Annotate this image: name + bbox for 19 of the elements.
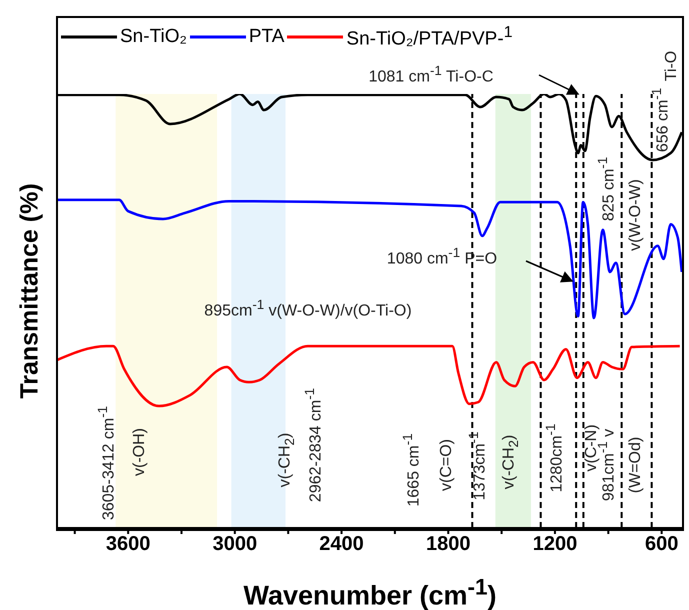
text: Ti-O xyxy=(663,50,680,82)
annotation: v(C=O) xyxy=(438,439,455,491)
annotation: 1080 cm$^{-1}$ P=O xyxy=(386,245,498,268)
annotation: v(-OH) xyxy=(131,428,148,476)
legend-label: PTA xyxy=(248,26,284,48)
annotation: v(W-O-W) xyxy=(627,179,644,251)
legend-label: Sn-TiO₂ xyxy=(120,26,187,48)
annotation: (W=Od) xyxy=(627,436,644,494)
x-tick-label: 3000 xyxy=(212,533,258,556)
x-tick-label: 3600 xyxy=(106,533,150,556)
x-axis-title: Wavenumber (cm$^{-1}$) xyxy=(243,574,497,610)
x-tick-label: 1800 xyxy=(426,533,470,556)
y-axis-title: Transmittance (%) xyxy=(16,183,44,399)
x-tick-label: 1200 xyxy=(532,533,578,556)
annotation: 895cm$^{-1}$ v(W-O-W)/v(O-Ti-O) xyxy=(204,297,412,320)
text: 1081 cm$^{-1}$ Ti-O-C xyxy=(368,63,494,86)
x-tick-label: 600 xyxy=(644,533,678,556)
legend-label: Sn-TiO₂/PTA/PVP-$^{1}$ xyxy=(346,24,512,50)
x-tick-label: 2400 xyxy=(319,533,364,556)
